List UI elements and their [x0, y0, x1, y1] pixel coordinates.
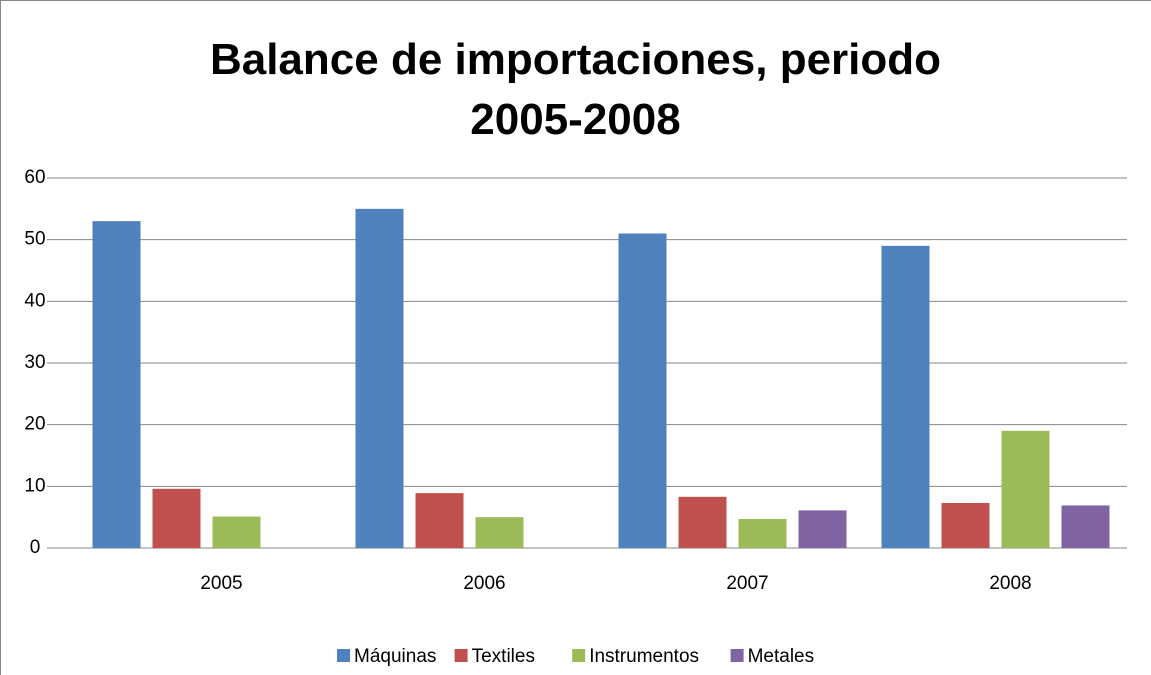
bar: [1001, 430, 1050, 548]
bar: [355, 208, 404, 549]
y-tick-label: 10: [24, 475, 45, 496]
legend-label: Máquinas: [354, 646, 436, 667]
bar: [92, 221, 141, 548]
bar: [881, 245, 930, 549]
legend-label: Metales: [748, 646, 815, 667]
bar: [618, 233, 667, 548]
bar: [415, 493, 464, 548]
bar: [798, 510, 847, 548]
y-tick-label: 20: [24, 414, 45, 435]
legend-swatch: [454, 649, 468, 662]
y-tick-label: 60: [24, 167, 45, 188]
bar: [1061, 505, 1110, 548]
x-tick-label: 2007: [726, 573, 768, 594]
chart-title: Balance de importaciones, periodo 2005-2…: [209, 35, 942, 144]
bar: [152, 488, 201, 548]
x-tick-label: 2006: [463, 573, 505, 594]
bar: [941, 502, 990, 548]
bar: [475, 517, 524, 548]
legend-swatch: [730, 649, 744, 662]
bar: [738, 519, 787, 548]
y-tick-label: 0: [30, 537, 41, 558]
legend-label: Instrumentos: [589, 646, 699, 667]
bar: [678, 496, 727, 548]
y-tick-label: 50: [24, 229, 45, 250]
legend-swatch: [337, 649, 350, 662]
x-tick-label: 2005: [200, 573, 242, 594]
legend-swatch: [572, 649, 586, 662]
y-tick-label: 40: [24, 290, 45, 311]
y-tick-label: 30: [24, 352, 45, 373]
x-tick-label: 2008: [989, 573, 1031, 594]
legend-label: Textiles: [472, 646, 535, 667]
bar: [212, 516, 261, 548]
